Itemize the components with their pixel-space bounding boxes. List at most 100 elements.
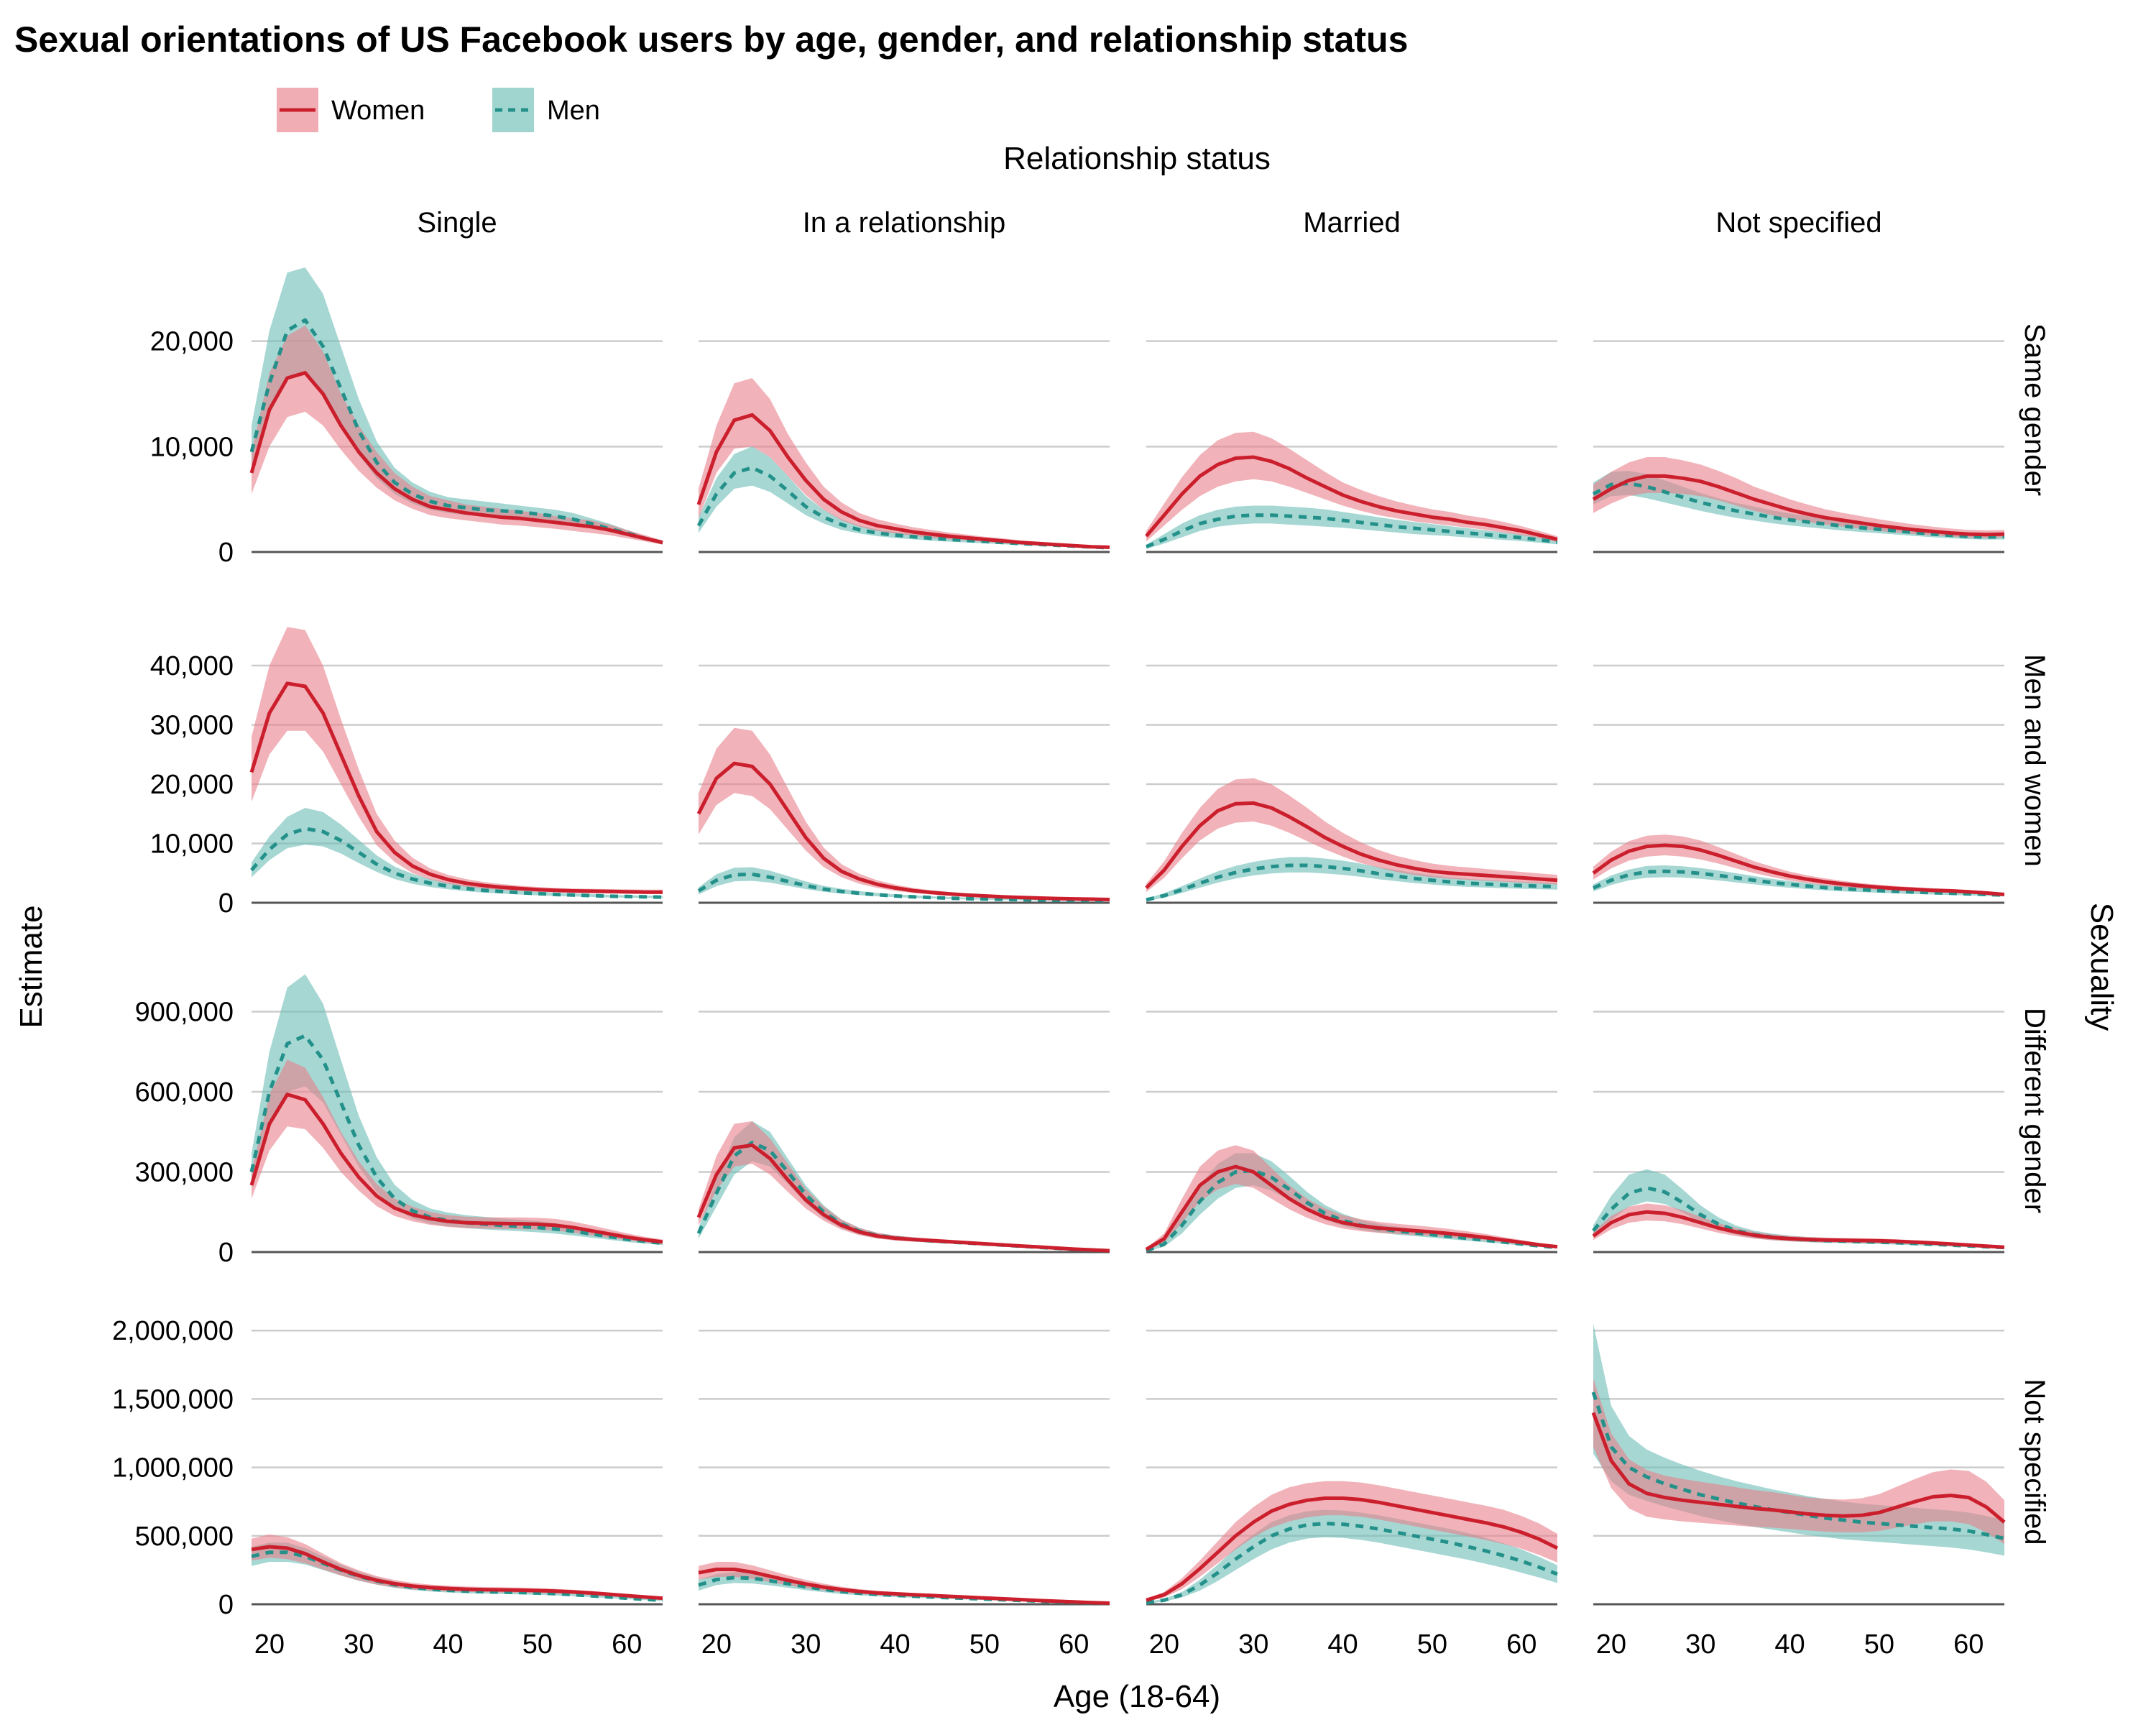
x-tick-label-not-specified-50: 50 (1864, 1629, 1894, 1660)
panel-not-specified-married (1146, 1329, 1559, 1606)
line-women (1592, 474, 2005, 537)
line-women (249, 681, 663, 894)
x-tick-label-in-a-relationship-30: 30 (791, 1629, 821, 1660)
x-tick-label-married-30: 30 (1238, 1629, 1268, 1660)
x-tick-label-married-50: 50 (1417, 1629, 1447, 1660)
y-tick-label-row4-1: 0 (218, 1590, 234, 1620)
column-strip-married: Married (1303, 207, 1401, 239)
y-tick-label-row3-4: 900,000 (135, 997, 234, 1027)
y-tick-label-row2-5: 40,000 (150, 651, 234, 681)
x-tick-label-single-20: 20 (254, 1629, 285, 1660)
x-tick-label-in-a-relationship-60: 60 (1059, 1629, 1089, 1660)
panel-different-gender-single (249, 974, 663, 1254)
legend-label-men: Men (547, 96, 600, 126)
y-tick-label-row4-2: 500,000 (135, 1522, 234, 1552)
column-facet-title: Relationship status (1003, 141, 1271, 176)
x-tick-label-in-a-relationship-50: 50 (969, 1629, 1000, 1660)
x-tick-label-single-40: 40 (433, 1629, 463, 1660)
band-women (1146, 1481, 1557, 1602)
y-tick-label-row4-3: 1,000,000 (112, 1453, 234, 1484)
line-men (1146, 513, 1558, 549)
line-men (1592, 482, 2005, 539)
line-men (1146, 863, 1558, 902)
y-tick-label-row1-2: 10,000 (150, 432, 234, 462)
line-women (698, 1568, 1110, 1605)
band-women (699, 727, 1110, 901)
line-men (697, 872, 1110, 903)
line-women (1146, 1496, 1559, 1602)
line-women (696, 413, 1110, 549)
y-tick-label-row3-3: 600,000 (135, 1077, 234, 1108)
x-tick-label-married-60: 60 (1506, 1629, 1537, 1660)
panel-different-gender-married (1145, 1011, 1558, 1254)
band-men (252, 974, 663, 1246)
panel-not-specified-in-a-relationship (698, 1329, 1110, 1606)
line-women (251, 1545, 663, 1601)
x-tick-label-married-40: 40 (1327, 1629, 1358, 1660)
column-strip-not-specified: Not specified (1715, 207, 1881, 239)
line-men (1593, 869, 2005, 897)
y-tick-label-row1-3: 20,000 (150, 327, 234, 357)
line-women (696, 1143, 1110, 1253)
legend-item-men: Men (492, 88, 600, 132)
panel-not-specified-not-specified (1591, 1323, 2006, 1606)
x-tick-label-not-specified-30: 30 (1685, 1629, 1715, 1660)
x-tick-label-single-30: 30 (344, 1629, 374, 1660)
panel-different-gender-in-a-relationship (696, 1011, 1110, 1254)
band-women (252, 627, 663, 894)
y-tick-label-row4-4: 1,500,000 (112, 1384, 234, 1414)
x-tick-label-single-50: 50 (522, 1629, 553, 1660)
y-tick-label-row4-5: 2,000,000 (112, 1316, 234, 1346)
line-women (1591, 1412, 2006, 1524)
line-women (249, 371, 663, 545)
panel-same-gender-in-a-relationship (696, 340, 1110, 553)
panel-same-gender-not-specified (1592, 340, 2005, 553)
row-strip-men-and-women: Men and women (2019, 654, 2050, 867)
band-women (1146, 778, 1557, 893)
panel-men-and-women-single (249, 627, 663, 904)
line-women (1145, 455, 1558, 541)
line-men (1146, 1522, 1558, 1605)
x-tick-label-in-a-relationship-40: 40 (880, 1629, 910, 1660)
x-tick-label-not-specified-60: 60 (1953, 1629, 1984, 1660)
line-women (1592, 1210, 2005, 1249)
band-women (1593, 457, 2004, 538)
y-tick-label-row3-2: 300,000 (135, 1157, 234, 1187)
y-axis-title: Estimate (14, 905, 49, 1028)
column-strip-in-a-relationship: In a relationship (803, 207, 1005, 239)
x-tick-label-in-a-relationship-20: 20 (701, 1629, 732, 1660)
line-men (251, 1550, 663, 1602)
y-tick-label-row3-1: 0 (218, 1238, 234, 1268)
line-women (249, 1092, 663, 1244)
x-tick-label-not-specified-40: 40 (1774, 1629, 1805, 1660)
y-tick-label-row2-3: 20,000 (150, 770, 234, 800)
y-tick-label-row2-1: 0 (218, 888, 234, 919)
line-women (1592, 843, 2005, 896)
panel-different-gender-not-specified (1592, 1011, 2005, 1254)
row-strip-different-gender: Different gender (2019, 1008, 2050, 1213)
row-facet-title: Sexuality (2084, 903, 2119, 1031)
legend-label-women: Women (331, 96, 425, 126)
legend: Women Men (277, 88, 600, 132)
line-men (250, 827, 663, 899)
row-strip-not-specified: Not specified (2019, 1379, 2050, 1545)
panel-men-and-women-not-specified (1592, 664, 2005, 904)
panel-men-and-women-married (1145, 664, 1558, 904)
line-women (696, 761, 1110, 901)
line-women (1145, 1164, 1558, 1251)
panel-same-gender-single (249, 267, 663, 553)
band-men (699, 446, 1110, 549)
line-women (1145, 801, 1558, 890)
y-tick-label-row2-4: 30,000 (150, 711, 234, 741)
x-axis-title: Age (18-64) (1054, 1679, 1220, 1714)
band-men (699, 867, 1110, 901)
band-women (699, 1121, 1110, 1251)
panel-not-specified-single (251, 1329, 663, 1606)
column-strip-single: Single (417, 207, 497, 239)
panel-men-and-women-in-a-relationship (696, 664, 1110, 904)
y-tick-label-row2-2: 10,000 (150, 829, 234, 860)
line-men (249, 318, 663, 545)
x-tick-label-married-20: 20 (1149, 1629, 1179, 1660)
band-women (699, 378, 1110, 548)
y-tick-label-row1-1: 0 (218, 538, 234, 568)
